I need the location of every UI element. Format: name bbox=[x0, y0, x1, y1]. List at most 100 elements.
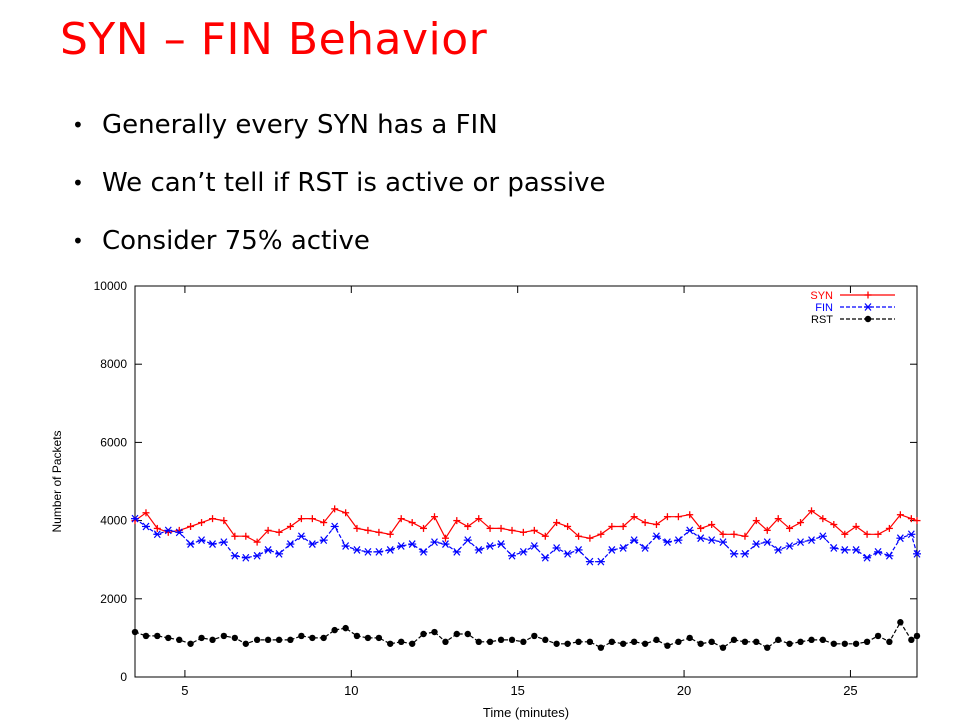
fin-series-line bbox=[134, 518, 918, 563]
rst-data-point bbox=[508, 636, 516, 644]
fin-data-point bbox=[541, 553, 550, 562]
rst-data-point bbox=[442, 638, 449, 646]
legend-label-rst: RST bbox=[811, 314, 833, 326]
fin-data-point bbox=[619, 544, 628, 552]
fin-data-point bbox=[763, 538, 772, 546]
marker-dot bbox=[253, 636, 261, 644]
marker-dot bbox=[320, 634, 327, 642]
marker-stroke bbox=[142, 522, 150, 531]
syn-series-line bbox=[134, 508, 918, 543]
y-tick-label: 10000 bbox=[94, 279, 128, 293]
marker-dot bbox=[819, 636, 827, 644]
marker-dot bbox=[730, 636, 738, 644]
marker-dot bbox=[486, 638, 494, 646]
rst-data-point bbox=[464, 630, 471, 638]
syn-data-point bbox=[386, 530, 394, 538]
rst-data-point bbox=[220, 632, 228, 640]
marker-dot bbox=[353, 632, 361, 640]
marker-dot bbox=[131, 628, 139, 636]
fin-data-point bbox=[408, 540, 417, 548]
marker-dot bbox=[398, 638, 405, 646]
syn-data-point bbox=[674, 513, 682, 521]
bullet-dot-icon: • bbox=[72, 229, 84, 253]
marker-dot bbox=[442, 638, 449, 646]
syn-data-point bbox=[741, 532, 749, 540]
syn-data-point bbox=[913, 517, 921, 525]
marker-dot bbox=[897, 619, 904, 626]
rst-data-point bbox=[342, 624, 349, 632]
syn-data-point bbox=[198, 519, 206, 527]
marker-stroke bbox=[297, 532, 305, 541]
packets-line-chart: 0 2000 4000 6000 8000 10000 5 10 15 20 25 Time (min… bbox=[50, 279, 921, 720]
rst-data-point bbox=[253, 636, 261, 644]
marker-dot bbox=[874, 632, 882, 640]
fin-data-point bbox=[363, 547, 372, 556]
y-tick-label: 0 bbox=[120, 670, 127, 684]
fin-data-point bbox=[352, 546, 361, 554]
marker-stroke bbox=[697, 534, 705, 543]
syn-data-point bbox=[187, 522, 195, 530]
fin-data-point bbox=[319, 536, 328, 545]
plot-frame bbox=[134, 285, 918, 678]
syn-data-point bbox=[752, 517, 760, 525]
marker-stroke bbox=[153, 530, 161, 539]
syn-data-point bbox=[242, 532, 250, 540]
rst-data-point bbox=[154, 632, 161, 640]
rst-data-point bbox=[874, 632, 882, 640]
syn-data-point bbox=[519, 528, 527, 536]
syn-data-point bbox=[874, 530, 882, 538]
y-tick-label: 6000 bbox=[100, 435, 127, 449]
fin-data-point bbox=[829, 544, 838, 552]
rst-data-point bbox=[575, 638, 582, 646]
fin-data-point bbox=[774, 546, 783, 554]
bullet-text: Generally every SYN has a FIN bbox=[102, 110, 498, 140]
fin-data-point bbox=[752, 540, 761, 548]
fin-data-point bbox=[230, 551, 239, 560]
marker-dot bbox=[187, 640, 194, 647]
marker-dot bbox=[797, 638, 804, 646]
marker-dot bbox=[741, 638, 749, 646]
fin-data-point bbox=[452, 547, 461, 556]
marker-stroke bbox=[497, 540, 505, 548]
marker-dot bbox=[664, 642, 671, 649]
syn-data-point bbox=[530, 526, 538, 534]
marker-dot bbox=[520, 638, 527, 646]
syn-data-point bbox=[220, 517, 228, 525]
marker-stroke bbox=[719, 538, 727, 546]
rst-data-point bbox=[841, 640, 848, 647]
syn-data-point bbox=[619, 522, 627, 530]
bullet-item: • Generally every SYN has a FIN bbox=[72, 102, 605, 160]
fin-data-point bbox=[652, 532, 661, 541]
fin-data-point bbox=[874, 547, 883, 556]
marker-stroke bbox=[453, 547, 461, 556]
rst-data-point bbox=[686, 634, 693, 642]
marker-dot bbox=[564, 640, 571, 647]
rst-data-point bbox=[275, 636, 283, 644]
syn-data-point bbox=[541, 532, 549, 540]
syn-data-point bbox=[885, 524, 893, 532]
rst-data-point bbox=[886, 638, 893, 646]
bullet-dot-icon: • bbox=[72, 113, 84, 137]
marker-stroke bbox=[231, 551, 239, 560]
marker-stroke bbox=[464, 536, 472, 545]
marker-stroke bbox=[863, 553, 871, 562]
fin-data-point bbox=[685, 526, 694, 535]
fin-data-point bbox=[297, 532, 306, 541]
marker-stroke bbox=[608, 546, 616, 554]
syn-data-point bbox=[408, 519, 416, 527]
fin-data-point bbox=[840, 546, 849, 554]
syn-data-point bbox=[896, 511, 904, 519]
rst-data-point bbox=[187, 640, 194, 647]
marker-stroke bbox=[864, 303, 872, 311]
rst-data-point bbox=[775, 636, 782, 644]
marker-dot bbox=[697, 640, 704, 647]
fin-data-point bbox=[141, 522, 150, 531]
x-tick-label: 5 bbox=[181, 683, 188, 698]
fin-data-point bbox=[796, 538, 805, 546]
marker-dot bbox=[675, 638, 682, 646]
marker-dot bbox=[431, 628, 438, 636]
marker-dot bbox=[176, 636, 183, 644]
fin-data-point bbox=[264, 546, 273, 554]
rst-data-point bbox=[797, 638, 804, 646]
marker-stroke bbox=[242, 553, 250, 562]
